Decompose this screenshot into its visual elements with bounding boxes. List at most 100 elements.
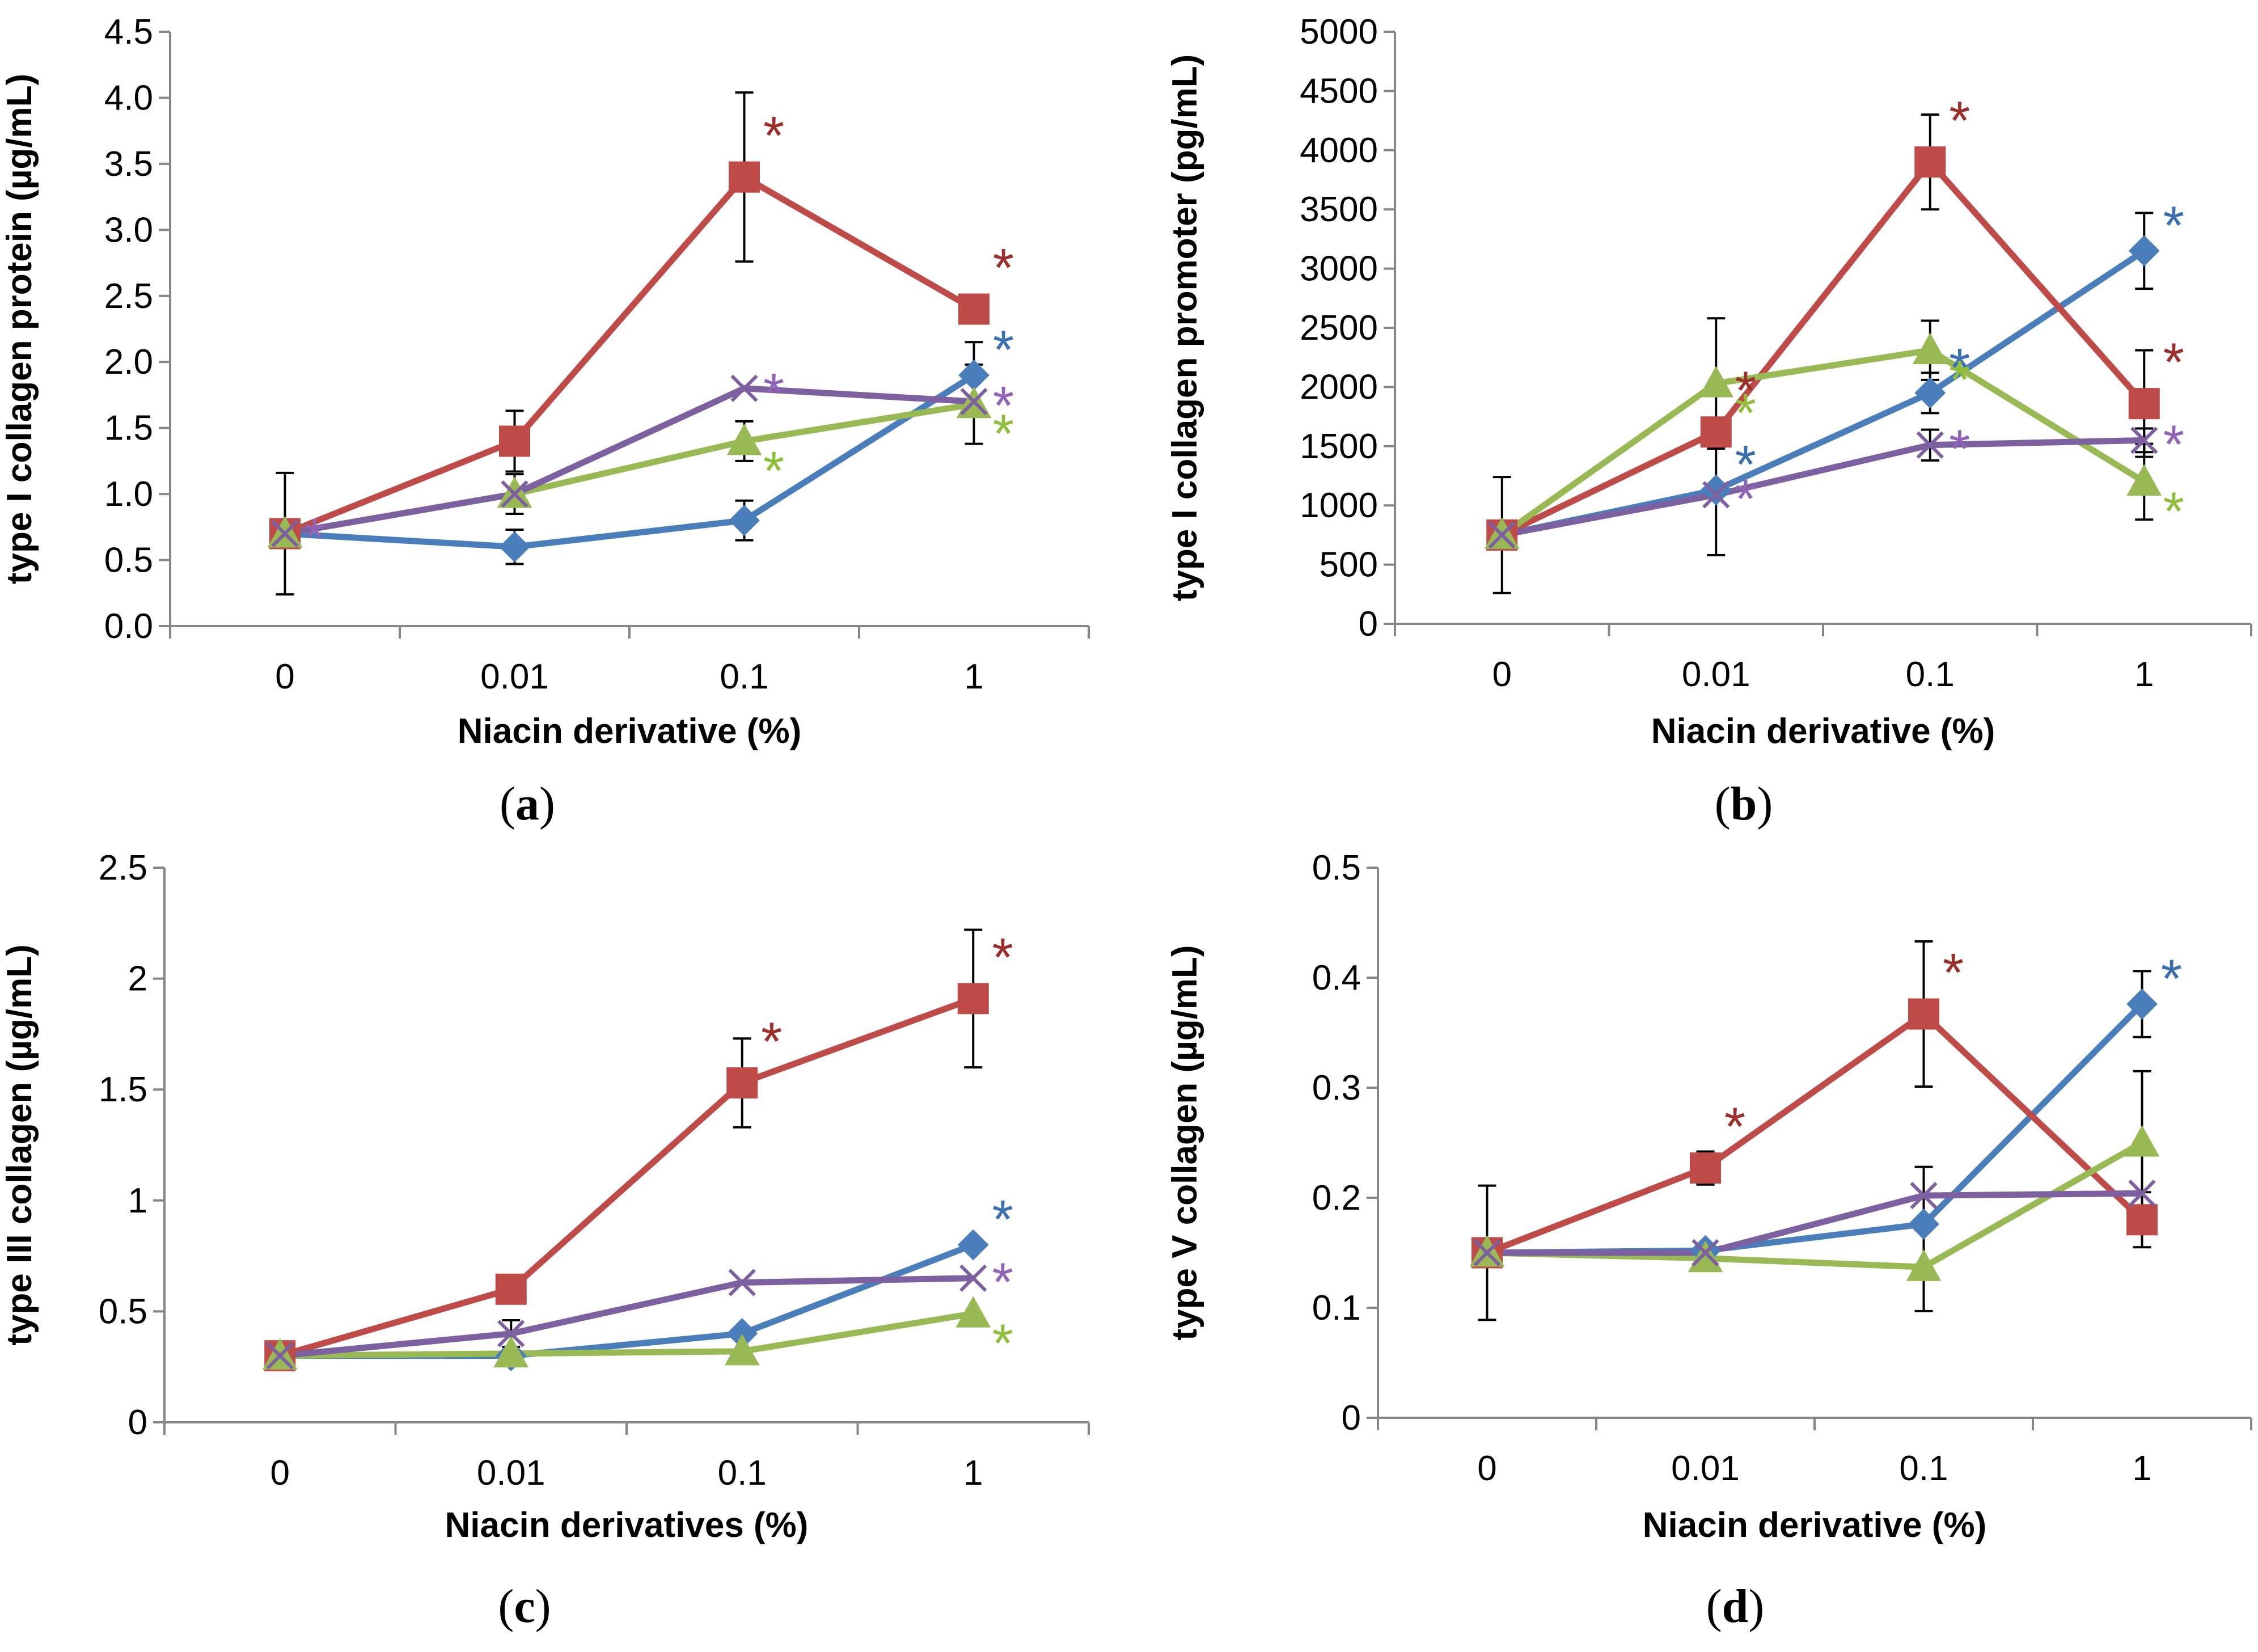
y-tick-label: 0 (128, 1403, 147, 1442)
data-point-purple (1910, 1181, 1938, 1210)
panel-label-close: ) (539, 778, 555, 830)
data-point-red (1914, 146, 1946, 178)
y-tick-label: 3.5 (104, 145, 153, 184)
data-point-blue (1914, 377, 1946, 409)
y-tick-label: 1.5 (99, 1070, 147, 1109)
y-axis-title: type V collagen (µg/mL) (1165, 945, 1204, 1340)
data-point-green (493, 1336, 529, 1368)
y-tick-label: 4.5 (104, 12, 153, 52)
y-tick-label: 2000 (1300, 367, 1378, 407)
data-point-purple (960, 387, 988, 416)
data-point-red (2126, 1204, 2158, 1236)
panel-label-letter: b (1731, 778, 1757, 830)
data-point-green (1688, 1240, 1723, 1273)
significance-star: * (763, 105, 784, 166)
y-tick-label: 0.5 (99, 1292, 147, 1331)
significance-star: * (2161, 949, 2182, 1009)
significance-star: * (2163, 332, 2184, 393)
data-point-blue (2128, 235, 2160, 267)
y-tick-label: 0.5 (1312, 848, 1361, 888)
panel-label: (d) (1706, 1580, 1765, 1633)
y-tick-label: 3.0 (104, 210, 153, 250)
data-point-purple (1916, 431, 1944, 459)
x-axis-title: Niacin derivatives (%) (445, 1506, 809, 1545)
y-tick-label: 0.0 (104, 607, 153, 646)
x-tick-label: 0.1 (1906, 655, 1955, 694)
panel-label-close: ) (1757, 778, 1773, 830)
series-line-green (280, 1310, 974, 1359)
data-point-purple (1473, 1239, 1501, 1267)
data-point-green (955, 1296, 991, 1328)
data-point-red (495, 1273, 527, 1305)
x-tick-label: 0 (275, 657, 294, 696)
x-tick-label: 1 (2132, 1449, 2151, 1488)
x-tick-label: 0.1 (718, 1454, 767, 1493)
y-axis-title: type I collagen protein (µg/mL) (0, 74, 39, 584)
data-point-blue (499, 531, 530, 563)
series-line-purple (284, 385, 974, 537)
series-line-green (1487, 1140, 2144, 1270)
series-line-blue (285, 372, 976, 550)
data-point-red (499, 425, 530, 457)
y-tick-label: 1500 (1300, 427, 1378, 466)
data-point-green (1912, 332, 1948, 365)
data-point-red (958, 293, 990, 325)
data-point-purple (728, 1269, 756, 1296)
significance-star: * (992, 1252, 1013, 1313)
significance-star: * (1949, 91, 1970, 151)
data-point-red (729, 161, 760, 193)
y-tick-label: 4000 (1300, 131, 1378, 170)
y-axis-title: type I collagen promoter (pg/mL) (1165, 54, 1204, 602)
data-point-purple (497, 1320, 525, 1347)
significance-star: * (2163, 481, 2184, 542)
series-line-red (1500, 159, 2147, 538)
significance-star: * (763, 362, 784, 423)
data-point-blue (957, 1229, 989, 1261)
y-tick-label: 1.5 (104, 409, 153, 448)
chart-panel-a: 0.0 0.5 1.0 1.5 2.0 2.5 3.0 3.5 4.0 4.5 0 0.01 0.1 1 N… (0, 12, 1090, 830)
significance-star: * (992, 1313, 1013, 1374)
significance-star: * (1735, 434, 1756, 495)
significance-star: * (2163, 414, 2184, 475)
data-point-red (726, 1067, 758, 1098)
series-line-red (1486, 1011, 2145, 1256)
data-point-blue (958, 360, 990, 391)
y-tick-label: 2.5 (104, 277, 153, 316)
y-tick-label: 0.5 (104, 541, 153, 580)
x-tick-label: 0.01 (480, 657, 549, 696)
y-tick-label: 2500 (1300, 309, 1378, 348)
data-point-green (726, 423, 762, 455)
data-point-purple (959, 1264, 987, 1292)
data-point-red (1700, 416, 1732, 448)
panel-label-open: ( (1715, 778, 1731, 830)
significance-star: * (763, 441, 784, 501)
data-point-purple (2130, 426, 2158, 454)
data-point-blue (1700, 474, 1732, 506)
data-point-purple (730, 374, 758, 402)
y-tick-label: 5000 (1300, 12, 1378, 52)
significance-star: * (1949, 419, 1970, 480)
data-point-green (1906, 1249, 1942, 1281)
significance-star: * (1735, 361, 1756, 421)
significance-star: * (1943, 943, 1964, 1003)
data-point-purple (1702, 481, 1730, 509)
data-point-purple (1488, 521, 1516, 549)
y-tick-label: 0.4 (1312, 958, 1361, 998)
x-tick-label: 0.1 (1899, 1449, 1948, 1488)
significance-star: * (1724, 1097, 1745, 1157)
y-tick-label: 0.2 (1312, 1178, 1361, 1218)
x-tick-label: 1 (963, 1454, 983, 1493)
x-tick-label: 0.01 (1682, 655, 1750, 694)
series-line-purple (1501, 437, 2145, 538)
x-tick-label: 1 (964, 657, 983, 696)
series-line-purple (280, 1275, 974, 1359)
x-tick-label: 0.1 (720, 657, 768, 696)
data-point-red (1908, 998, 1939, 1030)
x-tick-label: 0 (270, 1454, 290, 1493)
x-axis-title: Niacin derivative (%) (458, 712, 801, 751)
data-point-purple (266, 1342, 294, 1370)
y-tick-label: 500 (1320, 546, 1378, 585)
y-tick-label: 0 (1359, 605, 1378, 644)
significance-star: * (1735, 383, 1756, 443)
